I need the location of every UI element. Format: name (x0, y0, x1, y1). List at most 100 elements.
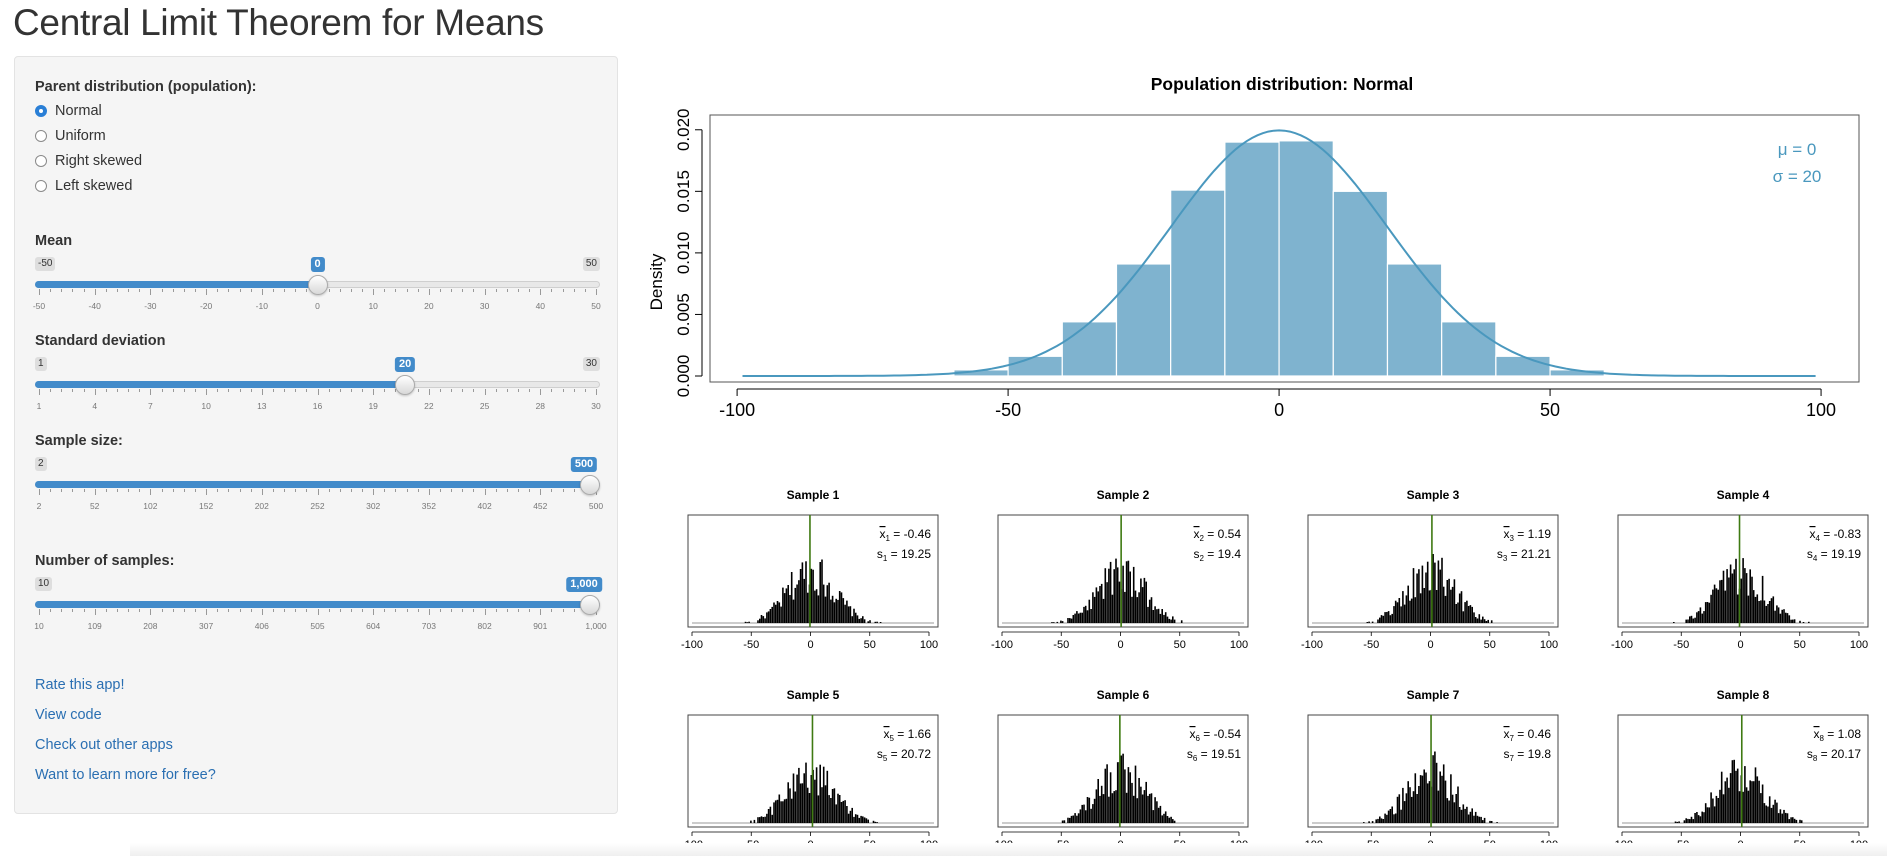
radio-right-skewed[interactable]: Right skewed (35, 151, 142, 171)
sample-sd-stat: s2 = 19.4 (1194, 547, 1242, 563)
sample-bar (810, 775, 813, 823)
slider-fill (35, 601, 600, 608)
slider-minor-tick (306, 389, 308, 392)
sample-bar (842, 800, 845, 823)
sample-bar (1480, 816, 1482, 823)
slider-minor-tick (395, 289, 397, 292)
slider-minor-tick (239, 609, 241, 612)
slider-minor-tick (217, 289, 219, 292)
view-code-link[interactable]: View code (35, 707, 102, 723)
sample-bar (1398, 598, 1401, 623)
slider-minor-tick (83, 389, 85, 392)
slider-tick-label: 4 (92, 401, 98, 411)
sample-x-tick-label: 50 (1794, 639, 1806, 651)
slider-minor-tick (406, 609, 408, 612)
slider-tick (39, 289, 40, 295)
sample-bar (1767, 604, 1769, 623)
sample-bar (1150, 793, 1153, 823)
radio-button[interactable] (35, 130, 47, 142)
slider-minor-tick (362, 489, 364, 492)
sample-bar (1394, 813, 1397, 823)
sample-bar (1109, 561, 1112, 623)
sample-bar (789, 788, 791, 823)
slider-minor-tick (518, 389, 520, 392)
slider-minor-tick (529, 489, 531, 492)
sample-bar (847, 606, 850, 623)
sigma-annotation: σ = 20 (1773, 167, 1822, 186)
sample-bar (821, 559, 823, 623)
radio-label: Uniform (55, 128, 106, 144)
slider-minor-tick (61, 389, 63, 392)
slider-minor-tick (417, 389, 419, 392)
sample-bar (1724, 590, 1727, 623)
y-axis-label: Density (647, 253, 666, 310)
slider-handle[interactable] (580, 595, 600, 615)
sample-bar (1088, 797, 1091, 823)
sample-bar (846, 806, 848, 823)
slider-minor-tick (50, 609, 52, 612)
sample-bar (796, 774, 798, 823)
other-apps-link[interactable]: Check out other apps (35, 737, 173, 753)
slider-handle[interactable] (395, 375, 416, 395)
sample-bar (1476, 815, 1479, 823)
sample-bar (1079, 612, 1082, 623)
sample-bar (1156, 801, 1158, 823)
sample-bar (782, 801, 784, 823)
slider-tick-label: 50 (591, 301, 601, 311)
slider-minor-tick (183, 289, 185, 292)
slider-tick-label: 109 (87, 621, 102, 631)
rate-app-link[interactable]: Rate this app! (35, 677, 125, 693)
sample-bar (876, 822, 878, 823)
sample-bar (1786, 813, 1789, 823)
slider-tick (484, 289, 486, 295)
sample-bar (1483, 619, 1486, 623)
num-samples-slider[interactable]: 10 10 109 208 307 406 505 604 703 802 901 1,000 1,00… (34, 577, 607, 647)
radio-button[interactable] (35, 180, 47, 192)
sample-bar (1450, 589, 1452, 623)
slider-tick (317, 489, 319, 495)
sample-bar (854, 814, 857, 823)
sample-bar (1736, 768, 1739, 823)
slider-minor-tick (573, 289, 575, 292)
sample-bar (1157, 608, 1160, 623)
mean-slider[interactable]: -50 50 -50 -40 -30 -20 -10 0 10 20 30 40 50 0 (33, 257, 601, 327)
sample-bar (1754, 596, 1757, 623)
sample-bar (1166, 616, 1169, 623)
radio-left-skewed[interactable]: Left skewed (35, 176, 132, 196)
sample-bar (1172, 616, 1174, 623)
slider-minor-tick (562, 609, 564, 612)
sample-bar (1460, 809, 1463, 823)
learn-more-link[interactable]: Want to learn more for free? (35, 767, 216, 783)
slider-tick (317, 389, 319, 395)
radio-label: Left skewed (55, 178, 133, 194)
slider-minor-tick (384, 609, 386, 612)
slider-tick (206, 389, 208, 395)
slider-minor-tick (573, 489, 575, 492)
sample-bar (1402, 591, 1404, 623)
sample-size-slider[interactable]: 2 2 52 102 152 202 252 302 352 402 452 500 500 (35, 457, 603, 527)
sample-bar (835, 804, 837, 823)
sample-bar (1692, 618, 1695, 623)
radio-button[interactable] (35, 155, 47, 167)
sample-bar (1442, 764, 1445, 823)
slider-minor-tick (328, 289, 330, 292)
sample-histogram: Sample 3 x3 = 1.19 s3 = 21.21 -100 -50 0 50 100 (1301, 488, 1559, 651)
radio-normal[interactable]: Normal (35, 101, 102, 121)
slider-minor-tick (384, 389, 386, 392)
sample-bar (867, 621, 869, 623)
sample-bar (1168, 618, 1171, 623)
sample-bar (1138, 778, 1140, 823)
slider-tick-label: 0 (315, 301, 320, 311)
sample-title: Sample 3 (1407, 488, 1460, 502)
sample-bar (874, 621, 877, 623)
sd-slider[interactable]: 1 30 1 4 7 10 13 16 19 22 25 28 30 20 (35, 357, 601, 427)
sample-bar (1159, 805, 1162, 823)
radio-uniform[interactable]: Uniform (35, 126, 106, 146)
slider-handle[interactable] (580, 475, 600, 495)
sample-bar (1134, 765, 1137, 823)
sample-bar (1690, 816, 1693, 823)
slider-handle[interactable] (307, 275, 328, 295)
radio-button[interactable] (35, 105, 47, 117)
sample-bar (1095, 789, 1098, 823)
sample-bar (1379, 816, 1381, 823)
